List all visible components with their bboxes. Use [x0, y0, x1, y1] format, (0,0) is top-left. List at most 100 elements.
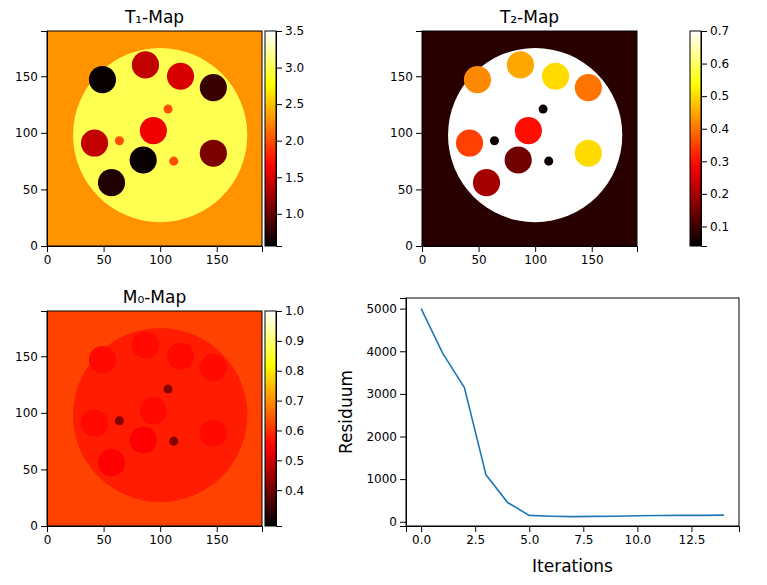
- tick-label: 1.5: [285, 171, 304, 185]
- x-axis: 050100150: [44, 526, 263, 547]
- tick-mark: [276, 490, 282, 491]
- tick-mark: [416, 246, 422, 247]
- vial: [515, 117, 542, 144]
- tick: 100: [15, 406, 47, 420]
- heatmap: [47, 311, 262, 526]
- tick-label: 3.5: [285, 24, 304, 38]
- vial: [542, 63, 569, 90]
- axis-line: [407, 527, 740, 533]
- tick: 0.8: [276, 364, 304, 378]
- tick-mark: [400, 351, 406, 352]
- tick: 0.3: [701, 155, 729, 169]
- tick: 0.0: [412, 526, 431, 547]
- tick-label: 2.5: [466, 533, 485, 547]
- tick-mark: [160, 246, 161, 252]
- small-vial: [169, 157, 178, 166]
- small-vial: [115, 136, 124, 145]
- tick: 1.5: [276, 171, 304, 185]
- small-vial: [115, 416, 124, 425]
- tick-label: 0: [419, 253, 427, 267]
- tick: 150: [206, 246, 229, 267]
- tick-label: 0.8: [285, 364, 304, 378]
- vial: [89, 346, 116, 373]
- vial: [200, 140, 227, 167]
- small-vial: [539, 105, 548, 114]
- axis-line: [702, 32, 708, 247]
- tick-mark: [104, 246, 105, 252]
- vial: [473, 169, 500, 196]
- tick: 50: [96, 246, 111, 267]
- tick-label: 100: [149, 253, 172, 267]
- panel-title: T₂-Map: [499, 7, 559, 27]
- tick: 0.7: [276, 394, 304, 408]
- small-vial: [169, 437, 178, 446]
- vial: [507, 51, 534, 78]
- colorbar: [690, 31, 701, 246]
- small-vial: [164, 105, 173, 114]
- tick-mark: [217, 246, 218, 252]
- tick-mark: [421, 526, 422, 532]
- tick-label: 4000: [366, 345, 397, 359]
- tick: 150: [206, 526, 229, 547]
- phantom-region: [448, 48, 622, 222]
- tick-mark: [276, 141, 282, 142]
- small-vial: [164, 385, 173, 394]
- tick-label: 0.7: [285, 394, 304, 408]
- tick-label: 50: [398, 183, 413, 197]
- tick: 0: [389, 515, 406, 529]
- tick-mark: [400, 479, 406, 480]
- vial: [456, 129, 483, 156]
- tick-mark: [41, 469, 47, 470]
- plot-frame: [422, 31, 637, 246]
- vial: [81, 409, 108, 436]
- tick-mark: [701, 194, 707, 195]
- heatmap: [422, 31, 637, 246]
- vial: [140, 397, 167, 424]
- plot-frame: [47, 311, 262, 526]
- tick-mark: [276, 311, 282, 312]
- tick: 150: [581, 246, 604, 267]
- background-region: [422, 31, 637, 246]
- tick-label: 0: [389, 515, 397, 529]
- tick-mark: [400, 309, 406, 310]
- tick-mark: [583, 526, 584, 532]
- axis-line: [416, 32, 423, 247]
- tick: 0.2: [701, 187, 729, 201]
- tick-mark: [691, 526, 692, 532]
- tick-mark: [276, 341, 282, 342]
- tick: 0.1: [701, 220, 729, 234]
- tick: 0: [30, 239, 47, 253]
- tick-label: 1.0: [285, 304, 304, 318]
- tick: 0: [30, 519, 47, 533]
- axis-line: [277, 312, 283, 527]
- tick-mark: [276, 214, 282, 215]
- vial: [575, 140, 602, 167]
- tick-mark: [400, 437, 406, 438]
- tick: 0.9: [276, 334, 304, 348]
- background-region: [47, 311, 262, 526]
- plot-frame: [406, 298, 739, 526]
- y-axis-title: Residuum: [336, 370, 356, 454]
- tick: 50: [96, 526, 111, 547]
- tick-mark: [400, 394, 406, 395]
- vial: [167, 63, 194, 90]
- tick: 3.5: [276, 24, 304, 38]
- vial: [98, 169, 125, 196]
- tick: 0.6: [276, 424, 304, 438]
- figure: 0501001500501001501.01.52.02.53.03.5T₁-M…: [0, 0, 767, 585]
- tick-mark: [416, 76, 422, 77]
- tick-label: 2.0: [285, 134, 304, 148]
- tick: 0.4: [701, 122, 729, 136]
- tick: 4000: [366, 345, 406, 359]
- plot-area: [421, 309, 724, 517]
- tick-mark: [592, 246, 593, 252]
- tick-label: 0.7: [710, 24, 729, 38]
- x-axis: 050100150: [419, 246, 638, 267]
- tick: 100: [15, 126, 47, 140]
- vial: [200, 354, 227, 381]
- residuum-line: [421, 309, 724, 517]
- vial: [140, 117, 167, 144]
- small-vial: [490, 136, 499, 145]
- tick: 150: [390, 70, 422, 84]
- tick: 2.0: [276, 134, 304, 148]
